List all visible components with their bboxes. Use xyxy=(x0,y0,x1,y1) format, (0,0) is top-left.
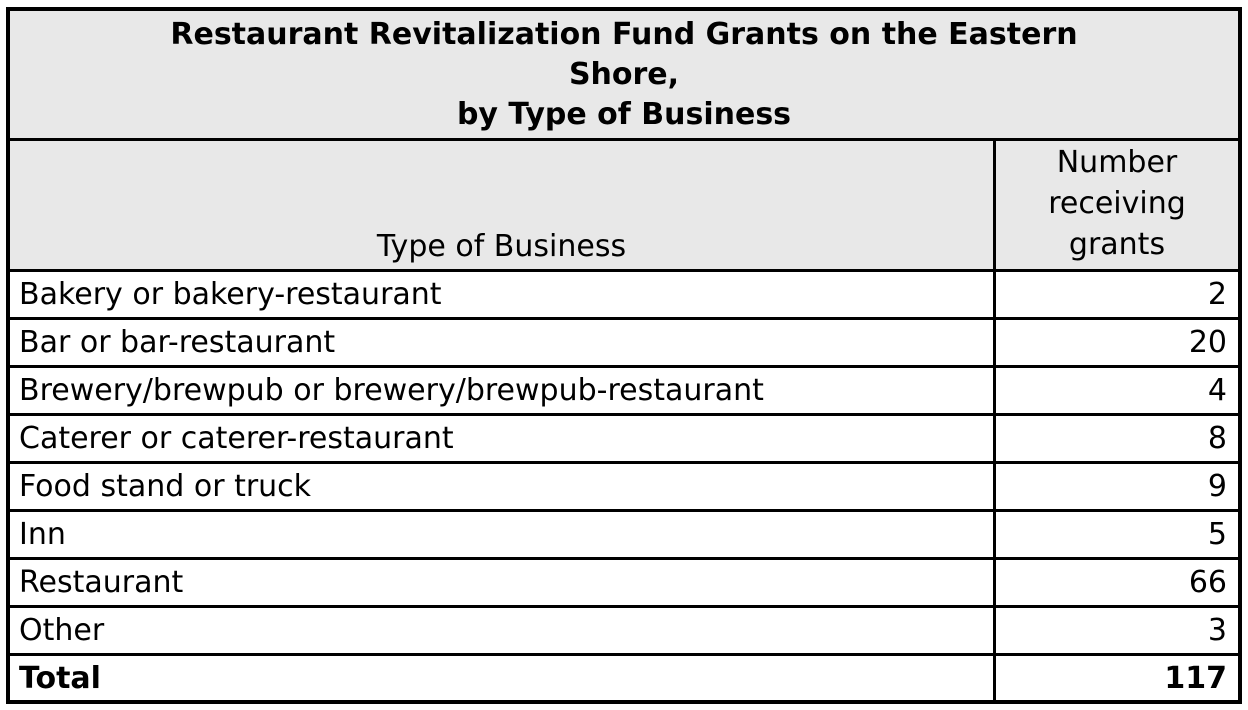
column-header-type-of-business: Type of Business xyxy=(376,229,627,264)
table-row: Inn 5 xyxy=(10,512,1238,560)
table-row: Bar or bar-restaurant 20 xyxy=(10,320,1238,368)
table-title-line-3: by Type of Business xyxy=(456,96,792,132)
business-type-cell: Other xyxy=(19,613,105,648)
table-title-line-2: Shore, xyxy=(568,56,680,92)
table-row: Bakery or bakery-restaurant 2 xyxy=(10,272,1238,320)
table-row: Restaurant 66 xyxy=(10,560,1238,608)
table-row: Other 3 xyxy=(10,608,1238,656)
table-total-row: Total 117 xyxy=(10,656,1238,700)
business-type-cell: Restaurant xyxy=(19,565,184,600)
business-type-cell: Bakery or bakery-restaurant xyxy=(19,277,442,312)
grant-count-cell: 3 xyxy=(993,608,1238,653)
business-type-cell: Inn xyxy=(19,517,66,552)
table-row: Caterer or caterer-restaurant 8 xyxy=(10,416,1238,464)
grants-table: Restaurant Revitalization Fund Grants on… xyxy=(6,7,1242,704)
grant-count-cell: 8 xyxy=(993,416,1238,461)
business-type-cell: Food stand or truck xyxy=(19,469,312,504)
business-type-cell: Bar or bar-restaurant xyxy=(19,325,336,360)
grant-count-cell: 4 xyxy=(993,368,1238,413)
total-value-cell: 117 xyxy=(993,656,1238,700)
business-type-cell: Caterer or caterer-restaurant xyxy=(19,421,454,456)
grant-count-cell: 20 xyxy=(993,320,1238,365)
table-title: Restaurant Revitalization Fund Grants on… xyxy=(10,11,1238,141)
table-header-row: Type of Business Number receiving grants xyxy=(10,141,1238,272)
grant-count-cell: 66 xyxy=(993,560,1238,605)
grant-count-cell: 5 xyxy=(993,512,1238,557)
table-row: Brewery/brewpub or brewery/brewpub-resta… xyxy=(10,368,1238,416)
table-row: Food stand or truck 9 xyxy=(10,464,1238,512)
business-type-cell: Brewery/brewpub or brewery/brewpub-resta… xyxy=(19,373,764,408)
total-label-cell: Total xyxy=(19,660,101,696)
grant-count-cell: 9 xyxy=(993,464,1238,509)
table-title-line-1: Restaurant Revitalization Fund Grants on… xyxy=(170,16,1078,52)
grant-count-cell: 2 xyxy=(993,272,1238,317)
column-header-number-receiving-grants: Number receiving grants xyxy=(993,141,1238,269)
